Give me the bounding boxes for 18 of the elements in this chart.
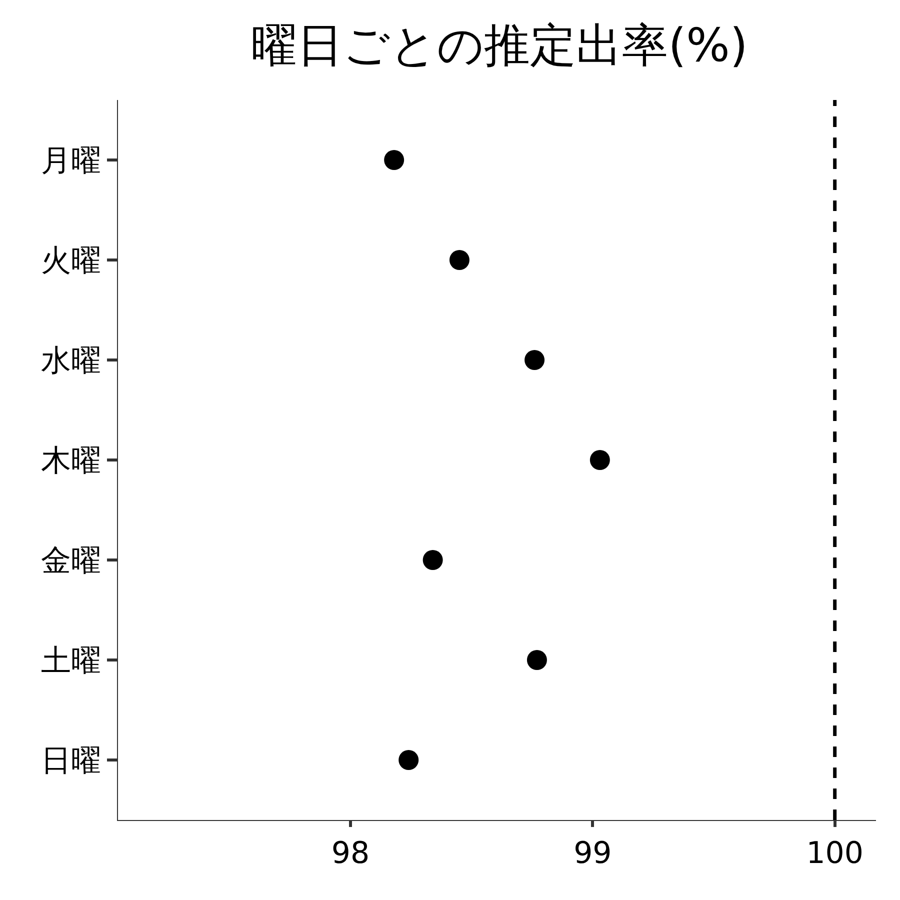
y-tick-label: 土曜	[41, 644, 101, 678]
point	[526, 650, 547, 670]
x-tick-label: 100	[806, 836, 864, 871]
point	[590, 450, 610, 470]
x-tick-label: 98	[331, 836, 370, 871]
y-tick-label: 火曜	[41, 244, 101, 278]
point	[422, 550, 443, 570]
x-tick-label: 99	[574, 836, 612, 871]
y-tick-label: 月曜	[41, 144, 101, 178]
point	[398, 750, 419, 770]
y-tick-label: 水曜	[41, 344, 101, 378]
y-tick-label: 木曜	[41, 444, 101, 478]
point	[449, 250, 470, 270]
point	[384, 150, 404, 170]
chart-title: 曜日ごとの推定出率(%)	[251, 18, 748, 72]
point	[524, 350, 545, 370]
y-tick-label: 金曜	[41, 544, 101, 578]
y-tick-label: 日曜	[41, 744, 101, 778]
